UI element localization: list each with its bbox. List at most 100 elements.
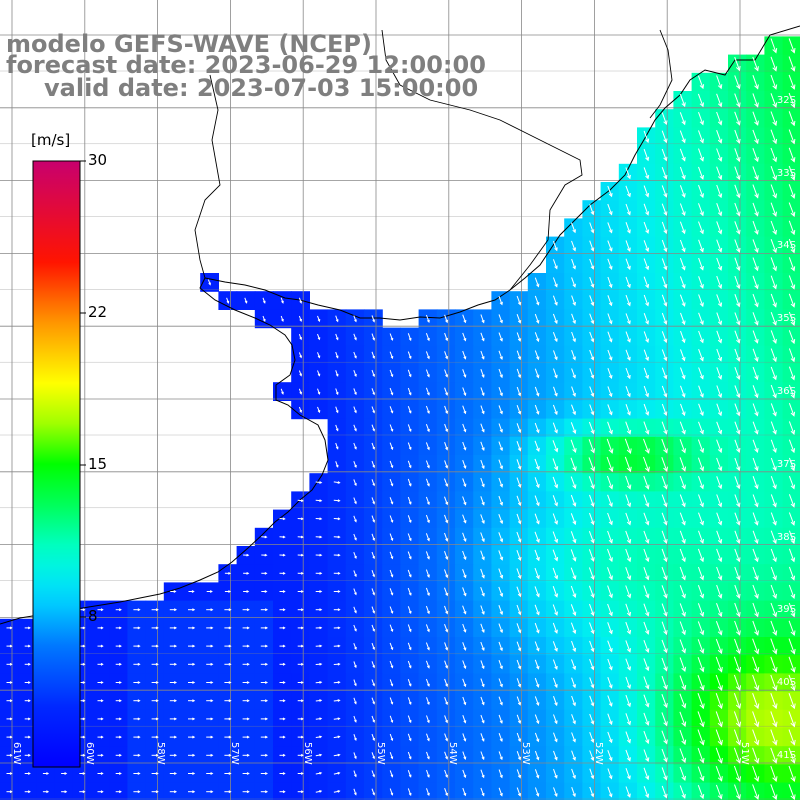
wind-arrow-head — [300, 499, 304, 502]
wind-arrow-head — [608, 648, 613, 653]
wind-arrow-head — [790, 776, 796, 782]
wind-arrow — [698, 476, 704, 490]
wind-arrow-shaft — [752, 620, 759, 636]
wind-arrow — [297, 644, 304, 648]
wind-arrow-head — [408, 337, 412, 342]
wind-arrow — [534, 677, 540, 688]
wind-arrow — [770, 74, 778, 90]
wind-arrow-head — [699, 794, 705, 800]
wind-arrow — [242, 790, 250, 794]
wind-arrow-head — [699, 247, 704, 253]
wind-arrow — [444, 624, 449, 633]
wind-arrow — [571, 277, 576, 288]
wind-arrow-shaft — [734, 75, 740, 89]
wind-arrow-shaft — [715, 784, 722, 799]
wind-arrow-head — [372, 446, 375, 450]
wind-arrow — [770, 530, 777, 545]
wind-arrow — [315, 644, 323, 648]
wind-arrow — [752, 148, 759, 163]
wind-arrow-shaft — [498, 368, 503, 378]
wind-arrow-head — [681, 320, 686, 326]
wind-arrow-head — [790, 393, 796, 399]
wind-arrow — [188, 590, 195, 593]
wind-arrow — [697, 457, 705, 472]
wind-arrow — [752, 385, 759, 399]
wind-arrow-head — [517, 538, 522, 543]
wind-arrow-shaft — [788, 220, 795, 235]
wind-arrow-shaft — [425, 351, 430, 359]
wind-arrow — [425, 678, 430, 687]
wind-arrow — [462, 678, 467, 688]
wind-arrow-shaft — [589, 750, 594, 761]
wind-arrow-shaft — [643, 258, 649, 270]
wind-arrow-head — [590, 265, 595, 270]
wind-arrow — [498, 623, 503, 634]
wind-arrow-head — [699, 193, 704, 199]
wind-arrow-shaft — [697, 621, 704, 635]
wind-arrow-head — [626, 502, 632, 508]
wind-arrow — [498, 751, 503, 761]
wind-arrow-shaft — [770, 312, 777, 325]
wind-arrow — [115, 644, 122, 648]
wind-arrow — [716, 584, 723, 599]
wind-arrow — [625, 258, 631, 271]
wind-arrow-head — [681, 611, 686, 617]
wind-arrow-head — [173, 735, 178, 739]
wind-arrow-head — [335, 355, 339, 359]
wind-arrow-head — [390, 410, 394, 414]
wind-arrow — [697, 711, 705, 728]
wind-arrow-head — [536, 756, 540, 761]
wind-arrow — [407, 387, 412, 396]
wind-arrow-head — [27, 753, 31, 757]
wind-arrow — [224, 644, 232, 648]
wind-arrow-head — [372, 792, 375, 796]
wind-arrow-head — [264, 535, 268, 539]
wind-arrow-shaft — [425, 424, 430, 432]
wind-arrow-shaft — [389, 369, 393, 377]
wind-arrow-head — [264, 662, 269, 666]
wind-arrow-head — [681, 648, 686, 654]
wind-arrow-shaft — [752, 765, 759, 782]
wind-arrow — [570, 567, 577, 580]
wind-arrow-head — [517, 338, 522, 342]
wind-arrow-head — [372, 319, 375, 323]
wind-arrow — [679, 475, 686, 490]
wind-arrow-head — [699, 356, 704, 362]
wind-arrow-head — [645, 229, 650, 234]
wind-arrow-shaft — [643, 475, 649, 489]
wind-arrow — [607, 548, 613, 563]
wind-arrow-shaft — [516, 332, 521, 342]
wind-arrow-shaft — [716, 403, 722, 416]
wind-arrow — [279, 517, 286, 521]
wind-arrow-shaft — [661, 712, 668, 726]
wind-arrow — [661, 585, 668, 599]
wind-arrow-shaft — [716, 457, 722, 471]
wind-arrow-head — [754, 520, 759, 526]
wind-arrow-shaft — [661, 203, 667, 216]
wind-arrow — [734, 348, 741, 362]
wind-arrow-head — [337, 499, 341, 503]
wind-arrow-head — [426, 501, 430, 506]
wind-arrow-shaft — [552, 659, 558, 670]
wind-arrow-shaft — [770, 202, 777, 217]
wind-arrow-head — [118, 753, 122, 757]
wind-arrow-head — [9, 626, 13, 630]
wind-arrow-shaft — [498, 296, 503, 305]
wind-arrow — [133, 717, 141, 721]
wind-arrow-shaft — [371, 315, 375, 322]
wind-arrow — [6, 681, 13, 684]
wind-arrow — [607, 677, 613, 689]
wind-arrow — [353, 679, 357, 687]
wind-arrow-head — [317, 355, 321, 359]
wind-arrow-shaft — [625, 367, 631, 379]
wind-arrow — [224, 790, 232, 794]
wind-arrow-head — [9, 772, 13, 775]
wind-arrow-head — [481, 520, 485, 524]
wind-arrow-shaft — [607, 768, 612, 779]
wind-arrow — [534, 787, 540, 797]
wind-arrow-shaft — [552, 531, 558, 543]
wind-arrow-head — [608, 757, 613, 762]
wind-arrow-head — [372, 519, 375, 523]
wind-arrow — [115, 772, 122, 775]
wind-arrow-head — [681, 484, 686, 490]
